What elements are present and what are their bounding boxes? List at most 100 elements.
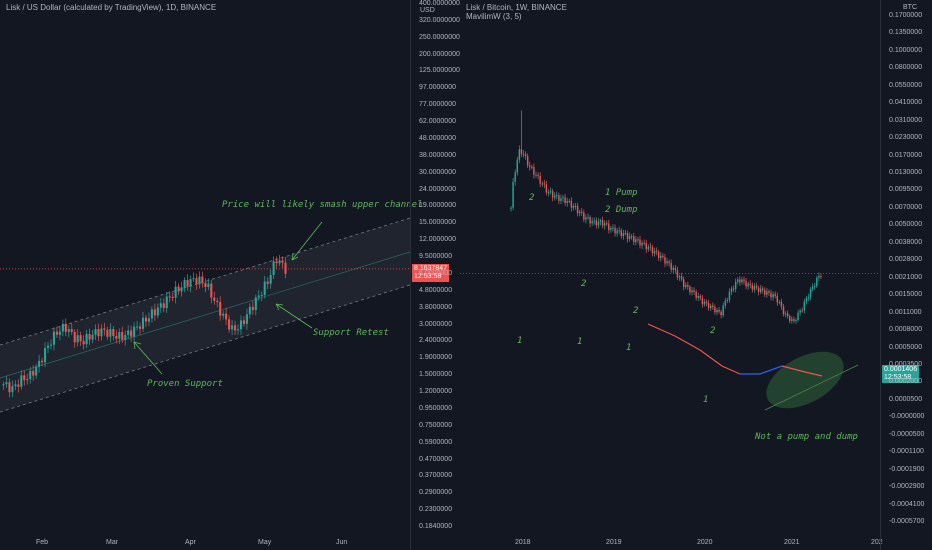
candle-body — [26, 379, 29, 381]
candle-body — [807, 297, 810, 299]
arrow-support — [133, 341, 163, 375]
candle-body — [79, 335, 82, 342]
candle-body — [510, 207, 512, 209]
x-tick-label: 2020 — [697, 539, 713, 546]
candle-body — [150, 309, 153, 319]
candle-body — [61, 323, 64, 332]
annotation-legend-dump: 2 Dump — [605, 205, 638, 215]
candle-body — [597, 221, 600, 226]
left-chart-canvas[interactable] — [0, 0, 410, 550]
y-tick-label: 400.0000000 — [419, 0, 460, 7]
right-chart-canvas[interactable] — [460, 0, 880, 550]
y-tick-label: 4.8000000 — [419, 286, 453, 294]
candle-body — [8, 382, 11, 393]
candle-body — [699, 296, 702, 299]
y-tick-label: 9.5000000 — [419, 253, 453, 261]
left-price-axis[interactable]: USD 8.1637847 12:53:58 400.0000000 320.00… — [410, 0, 461, 550]
y-tick-label: 0.0310000 — [889, 116, 923, 124]
y-tick-label: 200.0000000 — [419, 50, 460, 58]
candle-body — [574, 206, 577, 208]
candle-body — [560, 198, 562, 201]
candle-body — [799, 310, 801, 313]
candle-body — [716, 310, 718, 313]
candle-body — [539, 175, 541, 184]
candle-body — [695, 291, 697, 298]
candle-body — [266, 281, 269, 284]
candle-body — [753, 286, 756, 290]
candle-body — [622, 233, 625, 237]
candle-body — [568, 200, 571, 202]
candle-body — [718, 310, 720, 312]
candle-body — [726, 299, 729, 301]
left-chart-pane[interactable]: Lisk / US Dollar (calculated by TradingV… — [0, 0, 422, 550]
candle-body — [35, 366, 38, 376]
candle-body — [263, 281, 266, 296]
left-last-price: 8.1637847 — [414, 265, 448, 272]
candle-body — [251, 306, 254, 311]
candle-body — [589, 217, 591, 224]
y-tick-label: 0.2300000 — [419, 506, 453, 514]
candle-body — [165, 296, 168, 309]
candle-body — [141, 317, 145, 329]
candle-body — [709, 305, 712, 309]
y-tick-label: -0.0002900 — [889, 483, 925, 491]
wave-label: 1 — [517, 336, 523, 346]
candle-body — [776, 295, 779, 303]
candle-body — [759, 288, 762, 292]
candle-body — [712, 305, 714, 308]
candle-body — [541, 183, 543, 185]
candle-body — [755, 286, 758, 288]
candle-body — [171, 296, 174, 298]
candle-body — [691, 290, 693, 293]
candle-body — [118, 332, 121, 339]
candle-body — [556, 195, 558, 197]
candle-body — [732, 288, 735, 290]
candle-body — [558, 195, 560, 201]
left-unit-label: USD — [420, 7, 435, 14]
candle-body — [757, 287, 760, 292]
candle-body — [531, 166, 533, 168]
candle-body — [774, 294, 776, 296]
x-tick-label: 202 — [871, 539, 883, 546]
candle-body — [583, 212, 585, 220]
candle-body — [647, 246, 650, 250]
y-tick-label: 0.0015000 — [889, 291, 923, 299]
candle-body — [70, 329, 73, 332]
y-tick-label: 2.4000000 — [419, 337, 453, 345]
candle-body — [91, 334, 94, 340]
x-tick-label: 2021 — [784, 539, 800, 546]
candle-body — [572, 206, 575, 208]
candle-body — [49, 344, 53, 346]
candle-body — [130, 330, 133, 337]
candle-body — [177, 286, 180, 292]
right-last-price-badge: 0.0001406 12:53:58 — [882, 365, 920, 383]
candle-body — [183, 280, 186, 288]
candle-body — [743, 279, 745, 282]
candle-body — [581, 211, 583, 213]
candle-body — [88, 334, 91, 340]
candle-body — [234, 325, 237, 331]
y-tick-label: 0.3700000 — [419, 472, 453, 480]
candle-body — [649, 246, 652, 248]
candle-body — [549, 191, 552, 193]
candle-body — [153, 309, 156, 316]
candle-body — [85, 334, 88, 345]
right-chart-pane[interactable]: Lisk / Bitcoin, 1W, BINANCE MavilimW (3,… — [460, 0, 883, 550]
candle-body — [643, 242, 645, 244]
y-tick-label: 1.5000000 — [419, 371, 453, 379]
candle-body — [207, 283, 210, 287]
annotation-support-retest: Support Retest — [313, 328, 389, 338]
y-tick-label: 0.0021000 — [889, 273, 923, 281]
right-price-axis[interactable]: BTC 0.0001406 12:53:58 0.1700000 0.135000… — [880, 0, 932, 550]
candle-body — [795, 320, 797, 322]
candle-body — [551, 191, 554, 198]
candle-body — [564, 197, 566, 204]
candle-body — [714, 307, 716, 313]
candle-body — [11, 386, 14, 393]
highlight-ellipse — [766, 351, 844, 409]
y-tick-label: 62.0000000 — [419, 118, 456, 126]
candle-body — [585, 217, 587, 220]
left-countdown: 12:53:58 — [414, 273, 442, 280]
y-tick-label: 0.1840000 — [419, 523, 453, 530]
candle-body — [136, 326, 139, 328]
